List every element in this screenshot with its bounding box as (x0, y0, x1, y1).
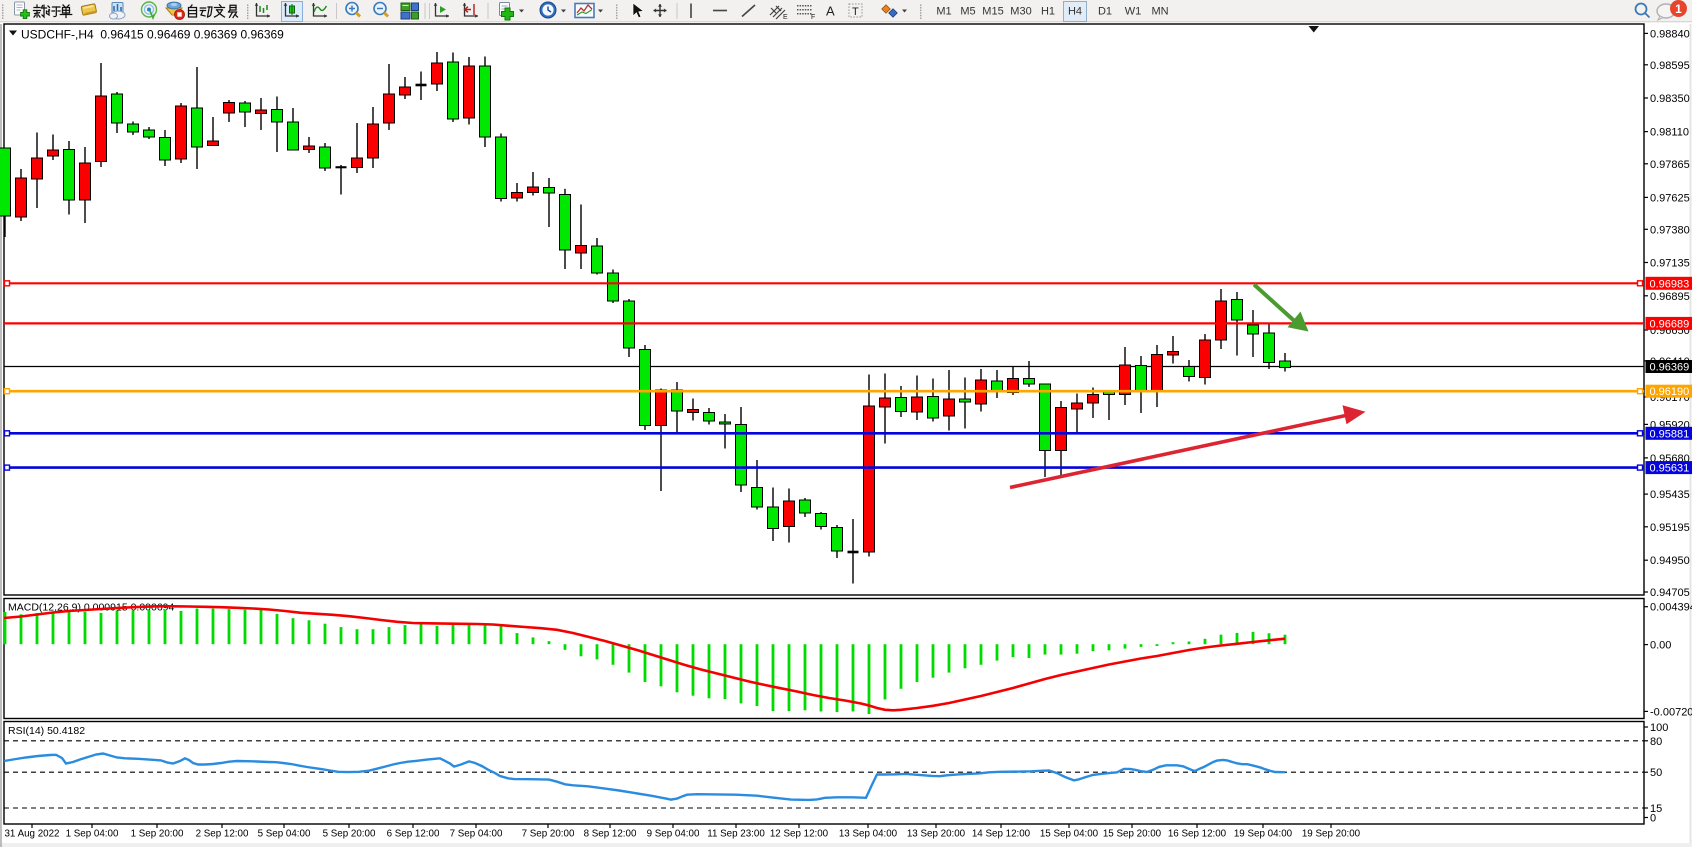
svg-text:0.97865: 0.97865 (1650, 159, 1690, 171)
svg-text:15 Sep 04:00: 15 Sep 04:00 (1040, 829, 1099, 840)
svg-text:16 Sep 12:00: 16 Sep 12:00 (1168, 829, 1227, 840)
svg-text:T: T (852, 6, 859, 18)
svg-text:15: 15 (1650, 803, 1662, 815)
svg-text:0.95195: 0.95195 (1650, 522, 1690, 534)
svg-text:13 Sep 20:00: 13 Sep 20:00 (907, 829, 966, 840)
svg-text:50: 50 (1650, 767, 1662, 779)
svg-text:6 Sep 12:00: 6 Sep 12:00 (387, 829, 440, 840)
svg-text:H4: H4 (1068, 6, 1082, 18)
svg-text:13 Sep 04:00: 13 Sep 04:00 (839, 829, 898, 840)
svg-text:M5: M5 (960, 6, 975, 18)
svg-text:0.00: 0.00 (1650, 640, 1671, 652)
svg-text:-0.007206: -0.007206 (1650, 706, 1692, 718)
svg-text:9 Sep 04:00: 9 Sep 04:00 (647, 829, 700, 840)
svg-text:E: E (783, 14, 788, 21)
svg-text:0.95435: 0.95435 (1650, 489, 1690, 501)
svg-text:80: 80 (1650, 736, 1662, 748)
svg-text:5 Sep 04:00: 5 Sep 04:00 (258, 829, 311, 840)
svg-text:0.98350: 0.98350 (1650, 93, 1690, 105)
svg-text:8 Sep 12:00: 8 Sep 12:00 (584, 829, 637, 840)
svg-text:W1: W1 (1125, 6, 1142, 18)
svg-text:0.98840: 0.98840 (1650, 28, 1690, 40)
svg-text:USDCHF-,H4 0.96415 0.96469 0.: USDCHF-,H4 0.96415 0.96469 0.96369 0.963… (21, 28, 284, 42)
svg-text:5 Sep 20:00: 5 Sep 20:00 (323, 829, 376, 840)
svg-text:0.94705: 0.94705 (1650, 587, 1690, 599)
svg-text:0.96689: 0.96689 (1650, 318, 1690, 330)
svg-text:1 Sep 20:00: 1 Sep 20:00 (131, 829, 184, 840)
svg-text:0.95631: 0.95631 (1650, 463, 1690, 475)
svg-text:1 Sep 04:00: 1 Sep 04:00 (66, 829, 119, 840)
svg-text:7 Sep 04:00: 7 Sep 04:00 (450, 829, 503, 840)
svg-text:MN: MN (1151, 6, 1168, 18)
svg-text:12 Sep 12:00: 12 Sep 12:00 (770, 829, 829, 840)
svg-text:H1: H1 (1041, 6, 1055, 18)
svg-text:D1: D1 (1098, 6, 1112, 18)
svg-text:0.96369: 0.96369 (1650, 362, 1690, 374)
svg-text:0.98595: 0.98595 (1650, 60, 1690, 72)
svg-text:0.95881: 0.95881 (1650, 428, 1690, 440)
svg-text:M30: M30 (1010, 6, 1031, 18)
svg-text:M15: M15 (982, 6, 1003, 18)
svg-text:M1: M1 (936, 6, 951, 18)
svg-text:100: 100 (1650, 722, 1668, 734)
svg-text:15 Sep 20:00: 15 Sep 20:00 (1103, 829, 1162, 840)
svg-text:2 Sep 12:00: 2 Sep 12:00 (196, 829, 249, 840)
svg-text:0.96190: 0.96190 (1650, 386, 1690, 398)
svg-text:0.98110: 0.98110 (1650, 127, 1689, 139)
svg-text:0.96895: 0.96895 (1650, 291, 1690, 303)
svg-text:0: 0 (1650, 813, 1656, 825)
svg-text:7 Sep 20:00: 7 Sep 20:00 (522, 829, 575, 840)
svg-text:F: F (811, 14, 815, 21)
svg-text:0.97135: 0.97135 (1650, 258, 1690, 270)
svg-text:A: A (826, 4, 835, 19)
svg-text:19 Sep 20:00: 19 Sep 20:00 (1302, 829, 1361, 840)
svg-text:14 Sep 12:00: 14 Sep 12:00 (972, 829, 1031, 840)
svg-text:1: 1 (1675, 2, 1682, 16)
svg-text:19 Sep 04:00: 19 Sep 04:00 (1234, 829, 1293, 840)
svg-text:0.004394: 0.004394 (1650, 602, 1692, 614)
svg-text:31 Aug 2022: 31 Aug 2022 (4, 829, 59, 840)
svg-text:11 Sep 23:00: 11 Sep 23:00 (707, 829, 765, 840)
svg-text:0.97380: 0.97380 (1650, 224, 1690, 236)
svg-text:0.94950: 0.94950 (1650, 555, 1690, 567)
svg-text:0.97625: 0.97625 (1650, 192, 1690, 204)
svg-text:RSI(14) 50.4182: RSI(14) 50.4182 (8, 725, 85, 737)
svg-text:0.96983: 0.96983 (1650, 278, 1690, 290)
